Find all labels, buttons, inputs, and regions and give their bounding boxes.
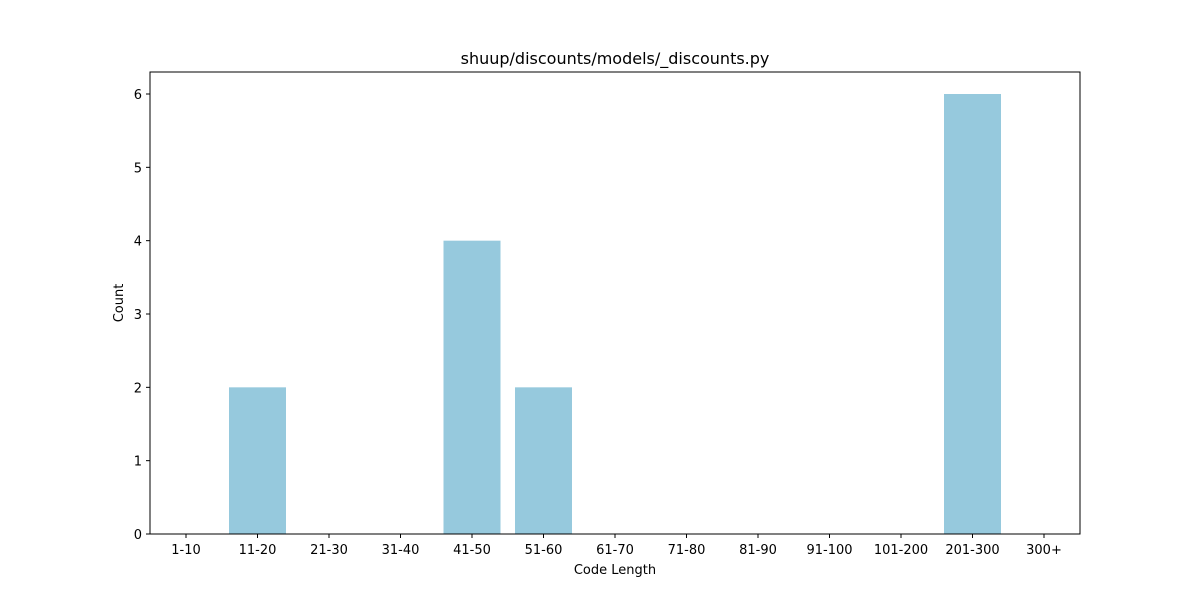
y-axis-label: Count [112,284,127,323]
y-tick-label: 3 [134,308,142,323]
y-tick-label: 1 [134,455,142,470]
bar-11-20 [229,387,286,534]
x-tick-label: 1-10 [171,543,201,558]
bars-group [229,94,1001,534]
y-tick-label: 4 [134,235,142,250]
x-tick-label: 11-20 [239,543,277,558]
x-tick-label: 300+ [1026,543,1062,558]
x-tick-label: 91-100 [806,543,852,558]
x-tick-label: 51-60 [525,543,563,558]
x-tick-label: 101-200 [874,543,928,558]
x-axis: 1-10 11-20 21-30 31-40 41-50 51-60 61-70 71-80 8… [171,534,1062,558]
bar-201-300 [944,94,1001,534]
x-axis-label: Code Length [574,563,656,578]
bar-41-50 [443,240,501,534]
y-tick-label: 0 [134,528,142,543]
x-tick-label: 21-30 [310,543,348,558]
x-tick-label: 41-50 [453,543,491,558]
y-axis: 0 1 2 3 4 5 6 [134,88,150,543]
y-tick-label: 2 [134,381,142,396]
plot-frame [149,71,1081,535]
bar-51-60 [515,387,572,534]
y-tick-label: 5 [134,161,142,176]
x-tick-label: 81-90 [739,543,777,558]
x-tick-label: 31-40 [382,543,420,558]
y-tick-label: 6 [134,88,142,103]
x-tick-label: 201-300 [945,543,999,558]
chart-title: shuup/discounts/models/_discounts.py [461,49,770,69]
x-tick-label: 61-70 [596,543,634,558]
x-tick-label: 71-80 [668,543,706,558]
